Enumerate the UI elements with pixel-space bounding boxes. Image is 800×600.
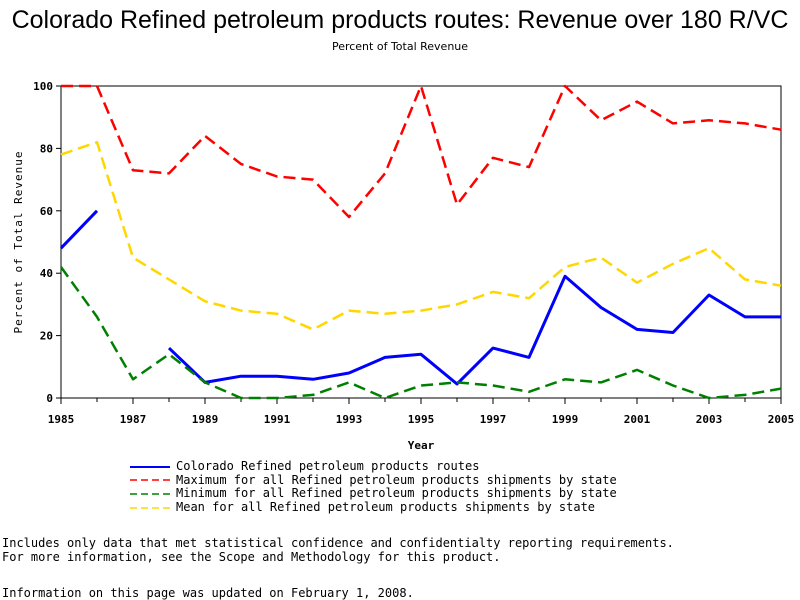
x-tick-label: 1989 bbox=[192, 413, 219, 426]
x-tick-label: 1993 bbox=[336, 413, 363, 426]
x-tick-label: 2001 bbox=[624, 413, 651, 426]
legend-item-minimum: Minimum for all Refined petroleum produc… bbox=[130, 487, 617, 501]
x-tick-label: 1991 bbox=[264, 413, 291, 426]
legend-label-colorado: Colorado Refined petroleum products rout… bbox=[176, 459, 480, 473]
legend: Colorado Refined petroleum products rout… bbox=[130, 459, 617, 515]
x-tick-label: 1985 bbox=[48, 413, 75, 426]
x-tick-label: 1987 bbox=[120, 413, 147, 426]
updated-note: Information on this page was updated on … bbox=[2, 586, 414, 600]
x-tick-label: 1995 bbox=[408, 413, 435, 426]
chart-subtitle: Percent of Total Revenue bbox=[331, 40, 469, 53]
note-confidence: Includes only data that met statistical … bbox=[2, 536, 674, 550]
y-tick-label: 20 bbox=[40, 330, 53, 343]
series-line-colorado bbox=[167, 274, 781, 386]
series-line-maximum bbox=[61, 84, 782, 219]
legend-swatch-mean bbox=[130, 506, 170, 509]
legend-item-maximum: Maximum for all Refined petroleum produc… bbox=[130, 472, 617, 488]
x-tick-label: 2005 bbox=[768, 413, 795, 426]
footnotes: Includes only data that met statistical … bbox=[2, 536, 674, 564]
x-tick-label: 1997 bbox=[480, 413, 507, 426]
y-tick-label: 60 bbox=[40, 205, 53, 218]
legend-label-minimum: Minimum for all Refined petroleum produc… bbox=[176, 486, 617, 501]
y-axis-label: Percent of Total Revenue bbox=[12, 151, 25, 334]
legend-swatch-maximum bbox=[130, 479, 170, 482]
y-tick-label: 0 bbox=[46, 392, 53, 405]
legend-item-colorado: Colorado Refined petroleum products rout… bbox=[130, 459, 617, 474]
line-chart: 0 20 40 60 80 100 1985 1987 1989 1991 1993 1995 1997… bbox=[12, 80, 795, 452]
note-methodology: For more information, see the Scope and … bbox=[2, 550, 501, 564]
legend-swatch-colorado bbox=[130, 465, 170, 468]
x-axis-label: Year bbox=[408, 439, 435, 452]
chart-title: Colorado Refined petroleum products rout… bbox=[11, 6, 789, 34]
legend-label-maximum: Maximum for all Refined petroleum produc… bbox=[176, 472, 617, 487]
series-line-mean bbox=[60, 140, 782, 331]
y-tick-label: 40 bbox=[40, 267, 53, 280]
legend-swatch-minimum bbox=[130, 493, 170, 495]
x-tick-label: 1999 bbox=[552, 413, 579, 426]
x-tick-label: 2003 bbox=[696, 413, 723, 426]
series-line-colorado bbox=[59, 209, 99, 250]
legend-item-mean: Mean for all Refined petroleum products … bbox=[130, 499, 617, 515]
plot-frame bbox=[60, 85, 782, 399]
legend-label-mean: Mean for all Refined petroleum products … bbox=[176, 499, 596, 514]
y-tick-label: 80 bbox=[40, 142, 53, 155]
y-tick-label: 100 bbox=[33, 80, 53, 93]
